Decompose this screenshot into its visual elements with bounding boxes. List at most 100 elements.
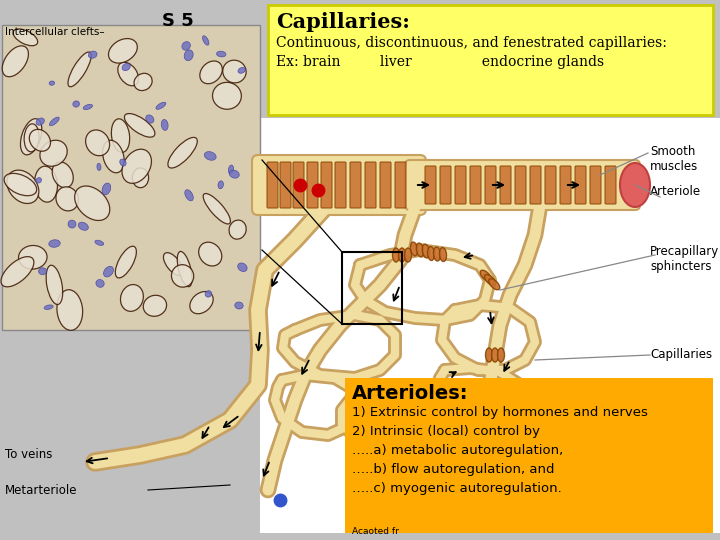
- Ellipse shape: [161, 119, 168, 131]
- Ellipse shape: [53, 162, 73, 188]
- Ellipse shape: [416, 243, 423, 257]
- FancyBboxPatch shape: [345, 378, 713, 533]
- Ellipse shape: [485, 348, 492, 362]
- FancyBboxPatch shape: [560, 166, 571, 204]
- Ellipse shape: [7, 170, 39, 204]
- Ellipse shape: [102, 183, 111, 195]
- Ellipse shape: [49, 81, 55, 85]
- FancyBboxPatch shape: [530, 166, 541, 204]
- Ellipse shape: [120, 285, 143, 312]
- Ellipse shape: [68, 220, 76, 228]
- Ellipse shape: [134, 73, 152, 91]
- Ellipse shape: [171, 265, 194, 287]
- Ellipse shape: [184, 50, 193, 60]
- Ellipse shape: [120, 159, 126, 166]
- Ellipse shape: [200, 61, 222, 84]
- Ellipse shape: [103, 140, 124, 173]
- FancyBboxPatch shape: [280, 162, 291, 208]
- Ellipse shape: [75, 186, 109, 220]
- Ellipse shape: [2, 46, 28, 77]
- Ellipse shape: [73, 101, 79, 107]
- Ellipse shape: [36, 178, 42, 183]
- FancyBboxPatch shape: [455, 166, 466, 204]
- Text: 1) Extrinsic control by hormones and nerves: 1) Extrinsic control by hormones and ner…: [352, 406, 648, 419]
- Ellipse shape: [185, 190, 193, 201]
- Text: …..b) flow autoregulation, and: …..b) flow autoregulation, and: [352, 463, 554, 476]
- FancyBboxPatch shape: [267, 162, 278, 208]
- Ellipse shape: [168, 137, 197, 168]
- Ellipse shape: [620, 163, 650, 207]
- Ellipse shape: [104, 266, 114, 277]
- Ellipse shape: [40, 140, 67, 166]
- Ellipse shape: [489, 279, 500, 290]
- Ellipse shape: [13, 29, 37, 46]
- Ellipse shape: [122, 149, 151, 184]
- Ellipse shape: [202, 36, 209, 45]
- FancyBboxPatch shape: [605, 166, 616, 204]
- Text: Precapillary
sphincters: Precapillary sphincters: [650, 245, 719, 273]
- Bar: [2, 25, 260, 330]
- Ellipse shape: [35, 166, 58, 202]
- Ellipse shape: [95, 240, 104, 245]
- Ellipse shape: [89, 51, 97, 58]
- Ellipse shape: [433, 247, 441, 261]
- Text: Continuous, discontinuous, and fenestrated capillaries:: Continuous, discontinuous, and fenestrat…: [276, 36, 667, 50]
- Ellipse shape: [46, 265, 63, 305]
- Ellipse shape: [1, 256, 34, 287]
- Text: Intercellular clefts–: Intercellular clefts–: [5, 27, 104, 37]
- FancyBboxPatch shape: [470, 166, 481, 204]
- Ellipse shape: [163, 253, 183, 275]
- FancyBboxPatch shape: [405, 160, 640, 210]
- Ellipse shape: [97, 163, 101, 171]
- Text: Metarteriole: Metarteriole: [5, 483, 78, 496]
- FancyBboxPatch shape: [500, 166, 511, 204]
- FancyBboxPatch shape: [545, 166, 556, 204]
- Text: Capillaries:: Capillaries:: [276, 12, 410, 32]
- Ellipse shape: [218, 181, 223, 189]
- Text: To veins: To veins: [5, 449, 53, 462]
- Ellipse shape: [182, 42, 190, 50]
- Ellipse shape: [238, 68, 246, 73]
- FancyBboxPatch shape: [268, 5, 713, 115]
- Ellipse shape: [20, 119, 42, 155]
- Ellipse shape: [199, 242, 222, 266]
- Ellipse shape: [229, 170, 239, 178]
- Text: Arterioles:: Arterioles:: [352, 384, 469, 403]
- Ellipse shape: [398, 248, 405, 262]
- Ellipse shape: [36, 118, 45, 125]
- Ellipse shape: [229, 220, 246, 239]
- Ellipse shape: [228, 165, 233, 174]
- Text: Smooth
muscles: Smooth muscles: [650, 145, 698, 173]
- Ellipse shape: [485, 274, 495, 286]
- Ellipse shape: [422, 244, 430, 258]
- Ellipse shape: [96, 280, 104, 287]
- Text: Capillaries: Capillaries: [650, 348, 712, 361]
- FancyBboxPatch shape: [425, 166, 436, 204]
- Ellipse shape: [44, 305, 53, 309]
- Ellipse shape: [204, 152, 216, 160]
- FancyBboxPatch shape: [307, 162, 318, 208]
- Ellipse shape: [439, 247, 446, 261]
- Ellipse shape: [222, 60, 246, 83]
- Ellipse shape: [480, 270, 491, 281]
- FancyBboxPatch shape: [293, 162, 304, 208]
- Text: …..a) metabolic autoregulation,: …..a) metabolic autoregulation,: [352, 444, 563, 457]
- Ellipse shape: [428, 246, 435, 260]
- Ellipse shape: [4, 173, 37, 195]
- Ellipse shape: [68, 52, 91, 87]
- Ellipse shape: [177, 252, 192, 287]
- Text: S 5: S 5: [162, 12, 194, 30]
- Ellipse shape: [56, 187, 78, 211]
- Ellipse shape: [24, 124, 39, 152]
- Ellipse shape: [112, 119, 130, 152]
- Ellipse shape: [203, 193, 230, 224]
- Ellipse shape: [115, 246, 136, 278]
- FancyBboxPatch shape: [515, 166, 526, 204]
- Ellipse shape: [57, 290, 83, 330]
- Text: Ex: brain         liver                endocrine glands: Ex: brain liver endocrine glands: [276, 55, 604, 69]
- Ellipse shape: [122, 63, 130, 71]
- Bar: [260, 118, 720, 533]
- Ellipse shape: [190, 292, 213, 314]
- FancyBboxPatch shape: [321, 162, 332, 208]
- FancyBboxPatch shape: [590, 166, 601, 204]
